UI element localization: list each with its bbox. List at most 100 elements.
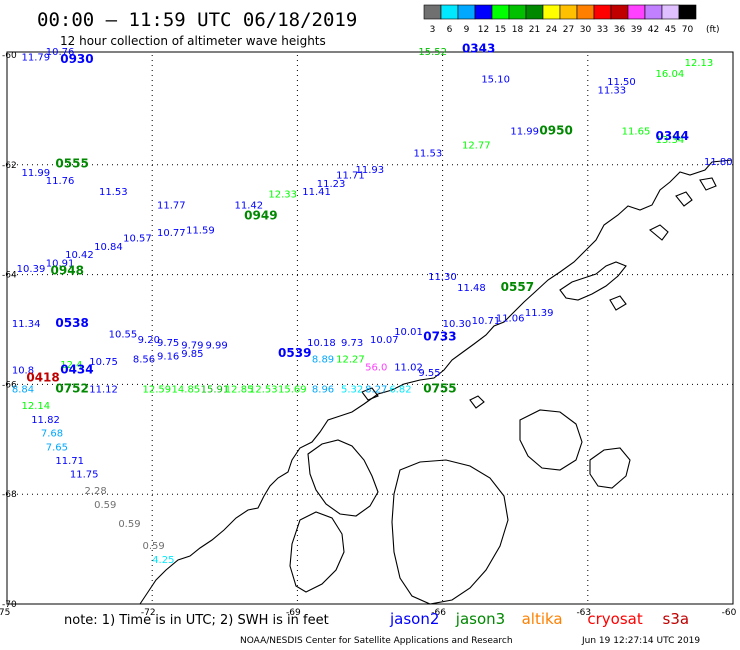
wave-height-value: 11.80 [704, 157, 733, 168]
pass-time-label: 0950 [539, 124, 572, 138]
pass-time-label: 0557 [501, 280, 534, 294]
pass-time-label: 0343 [462, 41, 495, 55]
wave-height-value: 56.0 [365, 363, 387, 374]
wave-height-value: 11.33 [597, 85, 626, 96]
wave-height-value: 11.99 [22, 168, 51, 179]
latitude-tick-label: -66 [2, 380, 17, 390]
pass-time-label: 0733 [423, 329, 456, 343]
longitude-tick-label: -69 [286, 608, 301, 618]
wave-height-value: 9.73 [341, 338, 363, 349]
wave-height-value: 9.85 [181, 349, 203, 360]
latitude-tick-label: -68 [2, 490, 17, 500]
longitude-tick-label: -75 [0, 608, 10, 618]
color-swatch [576, 4, 595, 20]
wave-height-value: 11.06 [496, 313, 525, 324]
color-scale-label: 33 [597, 25, 608, 35]
inlet-east [519, 409, 583, 471]
wave-height-value: 10.01 [394, 327, 423, 338]
latitude-tick-label: -62 [2, 161, 17, 171]
color-swatch [593, 4, 612, 20]
wave-height-value: 10.18 [307, 338, 336, 349]
color-scale-label: 39 [631, 25, 643, 35]
wave-height-value: 5.32 [341, 385, 363, 396]
wave-height-value: 12.4 [60, 360, 82, 371]
wave-height-value: 0.59 [118, 519, 140, 530]
color-scale-label: 36 [614, 25, 626, 35]
islet-3 [609, 295, 627, 311]
map-subtitle: 12 hour collection of altimeter wave hei… [60, 34, 326, 48]
wave-height-value: 12.59 [143, 385, 172, 396]
pass-time-label: 0418 [26, 371, 59, 385]
wave-height-value: 7.65 [46, 442, 68, 453]
wave-height-value: 11.53 [99, 187, 128, 198]
color-scale-unit: (ft) [706, 25, 720, 35]
wave-height-value: 10.39 [17, 264, 46, 275]
wave-height-value: 11.02 [394, 363, 423, 374]
color-swatch [559, 4, 578, 20]
plot-frame [6, 51, 734, 605]
wave-height-value: 11.79 [22, 52, 51, 63]
wave-height-value: 11.12 [89, 385, 118, 396]
color-swatch [440, 4, 459, 20]
wave-height-value: 10.75 [89, 357, 118, 368]
islet-2 [675, 191, 693, 207]
wave-height-value: 15.91 [201, 385, 230, 396]
color-scale-label: 30 [580, 25, 592, 35]
wave-height-value: 11.50 [607, 77, 636, 88]
wave-height-value: 9.55 [418, 368, 440, 379]
wave-height-value: 8.84 [12, 385, 34, 396]
color-scale-label: 45 [665, 25, 676, 35]
wave-height-value: 10.77 [157, 228, 186, 239]
wave-height-value: 11.65 [622, 127, 651, 138]
wave-height-value: 9.75 [157, 338, 179, 349]
longitude-tick-label: -63 [576, 608, 591, 618]
color-swatch [542, 4, 561, 20]
wave-height-value: 11.75 [70, 470, 99, 481]
wave-height-value: 11.39 [525, 308, 554, 319]
wave-height-value: 16.04 [656, 69, 685, 80]
wave-height-value: 0.59 [94, 500, 116, 511]
longitude-tick-label: -72 [141, 608, 156, 618]
wave-height-value: 12.27 [336, 354, 365, 365]
latitude-tick-label: -70 [2, 600, 17, 610]
color-scale-label: 70 [682, 25, 694, 35]
longitude-tick-label: -66 [431, 608, 446, 618]
footer-note: note: 1) Time is in UTC; 2) SWH is in fe… [64, 613, 329, 628]
pass-time-label: 0948 [51, 264, 84, 278]
satellite-legend-cryosat: cryosat [587, 610, 642, 628]
wave-height-value: 12.77 [462, 140, 491, 151]
wave-height-value: 9.79 [181, 341, 203, 352]
pass-time-label: 0755 [423, 382, 456, 396]
axis-ticks: -75 -72 -69 -66 -63 -60 -60 -62 -64 -66 -68 -70 [0, 51, 737, 618]
wave-height-value: 11.48 [457, 283, 486, 294]
color-swatch [491, 4, 510, 20]
pass-time-label: 0949 [244, 209, 277, 223]
wave-height-value: 11.99 [510, 127, 539, 138]
wave-height-value: 12.13 [685, 58, 714, 69]
wave-height-value: 10.57 [123, 234, 152, 245]
wave-height-value: 10.07 [370, 335, 399, 346]
wave-height-value: 10.55 [109, 330, 138, 341]
color-scale: 3 6 9 12 15 18 21 24 27 30 33 36 39 42 45 70 [423, 4, 697, 35]
pass-time-label: 0539 [278, 346, 311, 360]
wave-height-value: 14.85 [172, 385, 201, 396]
color-swatch [457, 4, 476, 20]
wave-height-value: 15.69 [278, 385, 307, 396]
wave-height-value: 11.76 [46, 176, 75, 187]
satellite-legend-jason3: jason3 [455, 610, 505, 628]
islet-4 [699, 177, 717, 191]
wave-height-value: 4.25 [152, 555, 174, 566]
wave-height-value: 9.99 [205, 341, 227, 352]
wave-height-value: 11.82 [31, 415, 60, 426]
coastline [139, 159, 733, 605]
pass-time-label: 0930 [60, 52, 93, 66]
islet-6 [361, 387, 379, 401]
wave-height-value: 2.28 [84, 486, 106, 497]
pass-time-label: 0434 [60, 362, 93, 376]
island-south [289, 511, 345, 593]
color-scale-label: 6 [447, 25, 453, 35]
island-large [307, 439, 379, 517]
wave-height-value: 11.71 [55, 456, 84, 467]
